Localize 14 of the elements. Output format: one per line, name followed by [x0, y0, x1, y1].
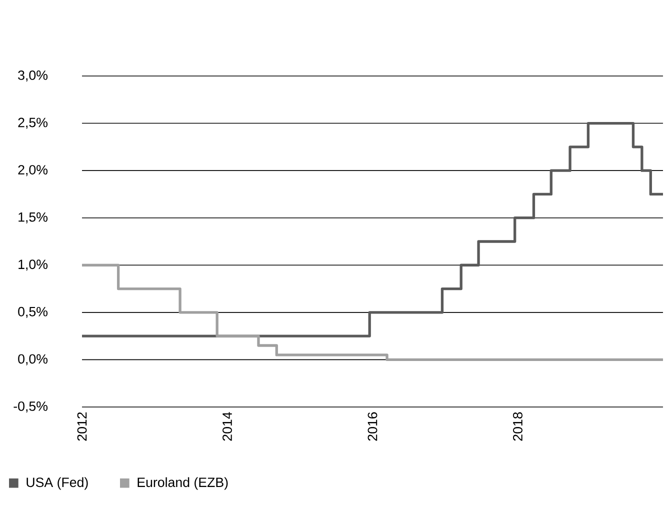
y-tick-label: 0,5% [18, 306, 48, 318]
y-tick-label: -0,5% [14, 401, 48, 413]
x-tick-label: 2014 [222, 412, 232, 441]
legend-label: USA (Fed) [26, 477, 88, 490]
y-tick-label: 2,0% [18, 165, 48, 176]
x-tick-label: 2012 [77, 412, 87, 441]
y-tick-label: 2,5% [18, 118, 48, 129]
y-tick-label: 0,0% [18, 354, 48, 366]
x-tick-label: 2018 [513, 412, 522, 441]
y-tick-label: 1,5% [18, 212, 48, 224]
x-tick-label: 2016 [368, 412, 378, 441]
y-tick-label: 1,0% [18, 260, 48, 271]
y-tick-label: 3,0% [18, 70, 48, 82]
legend-label: Euroland (EZB) [138, 477, 228, 490]
